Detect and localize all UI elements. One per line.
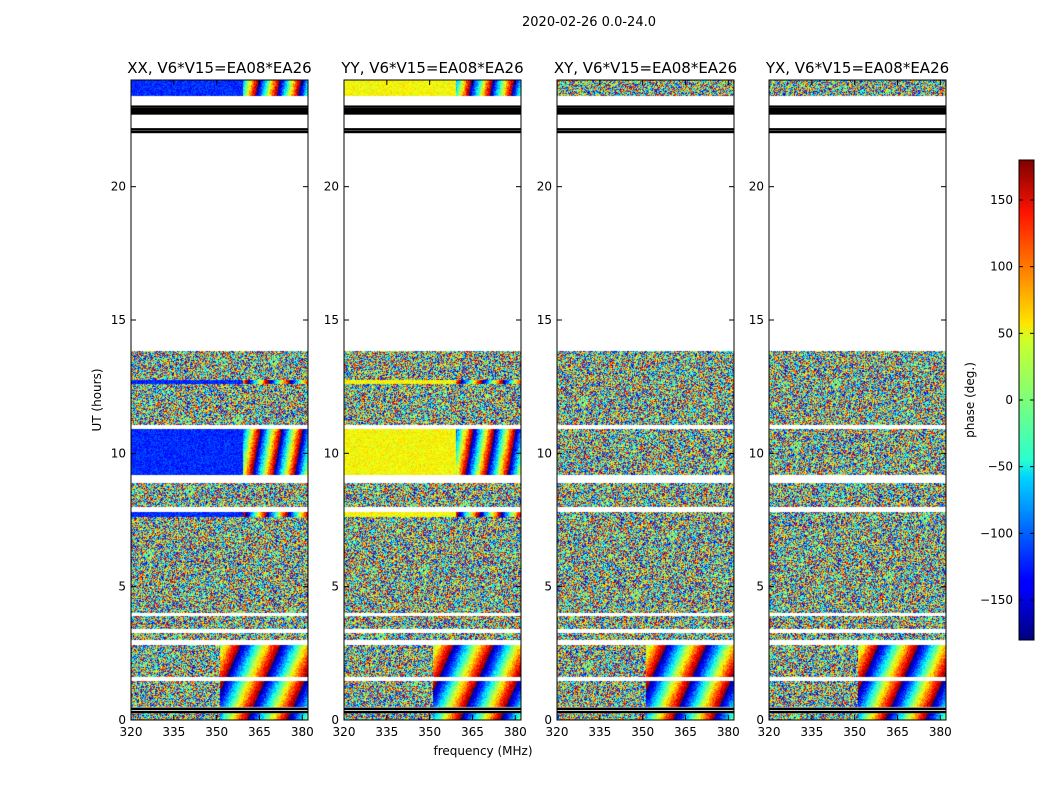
flag-band xyxy=(344,108,521,115)
panel-yy: YY, V6*V15=EA08*EA26 0 5 10 15 20 320 335 350 365… xyxy=(324,59,527,739)
x-tick-label: 320 xyxy=(546,725,569,739)
x-tick-label: 365 xyxy=(674,725,697,739)
y-tick-label: 15 xyxy=(537,313,552,327)
colorbar-label: phase (deg.) xyxy=(963,362,977,438)
x-tick-label: 320 xyxy=(758,725,781,739)
flag-line xyxy=(131,105,308,108)
x-tick-label: 365 xyxy=(248,725,271,739)
x-tick-label: 380 xyxy=(929,725,952,739)
x-tick-label: 335 xyxy=(375,725,398,739)
x-tick-label: 365 xyxy=(886,725,909,739)
x-tick-label: 380 xyxy=(291,725,314,739)
flag-line xyxy=(344,105,521,108)
colorbar-tick-label: 150 xyxy=(990,193,1013,207)
x-tick-label: 335 xyxy=(800,725,823,739)
y-tick-label: 15 xyxy=(324,313,339,327)
y-tick-label: 10 xyxy=(324,446,339,460)
flag-line xyxy=(557,710,734,714)
x-tick-label: 350 xyxy=(631,725,654,739)
x-tick-label: 365 xyxy=(461,725,484,739)
x-tick-label: 380 xyxy=(717,725,740,739)
flag-line xyxy=(344,130,521,134)
y-tick-label: 5 xyxy=(544,580,552,594)
y-tick-label: 20 xyxy=(111,180,126,194)
y-tick-label: 0 xyxy=(118,713,126,727)
panels: XX, V6*V15=EA08*EA26 0 5 10 15 20 320 335 350 365… xyxy=(111,59,952,739)
colorbar-tick-label: −150 xyxy=(980,593,1013,607)
x-tick-label: 350 xyxy=(843,725,866,739)
phase-heatmap-xy xyxy=(557,80,734,720)
flag-band xyxy=(131,108,308,115)
x-tick-label: 320 xyxy=(120,725,143,739)
y-tick-label: 10 xyxy=(537,446,552,460)
colorbar: −150 −100 −50 0 50 100 150 phase (deg.) xyxy=(963,159,1035,641)
y-tick-label: 0 xyxy=(331,713,339,727)
x-tick-label: 380 xyxy=(504,725,527,739)
y-tick-label: 0 xyxy=(756,713,764,727)
colorbar-tick-label: −100 xyxy=(980,526,1013,540)
panel-title: YY, V6*V15=EA08*EA26 xyxy=(340,59,523,77)
y-tick-label: 5 xyxy=(756,580,764,594)
y-tick-label: 20 xyxy=(749,180,764,194)
flag-line xyxy=(131,128,308,131)
y-tick-label: 20 xyxy=(537,180,552,194)
flag-line xyxy=(131,130,308,134)
colorbar-ticks: −150 −100 −50 0 50 100 150 xyxy=(980,193,1034,607)
x-tick-label: 335 xyxy=(162,725,185,739)
colorbar-tick-label: 100 xyxy=(990,260,1013,274)
panel-yx: YX, V6*V15=EA08*EA26 0 5 10 15 20 320 335 350 365… xyxy=(749,59,952,739)
panel-frame xyxy=(343,79,522,721)
flag-line xyxy=(344,128,521,131)
flag-line xyxy=(769,130,946,134)
panel-frame xyxy=(130,79,309,721)
flag-line xyxy=(557,130,734,134)
panel-xy: XY, V6*V15=EA08*EA26 0 5 10 15 20 320 335 350 365… xyxy=(537,59,740,739)
flag-line xyxy=(769,105,946,108)
flag-line xyxy=(557,105,734,108)
panel-title: XY, V6*V15=EA08*EA26 xyxy=(554,59,737,77)
colorbar-tick-label: 50 xyxy=(998,326,1013,340)
y-tick-label: 0 xyxy=(544,713,552,727)
flag-line xyxy=(769,710,946,714)
x-axis-label: frequency (MHz) xyxy=(433,744,532,758)
y-tick-label: 10 xyxy=(111,446,126,460)
y-tick-label: 20 xyxy=(324,180,339,194)
flag-line xyxy=(131,710,308,714)
flag-line xyxy=(557,707,734,710)
x-tick-label: 350 xyxy=(418,725,441,739)
x-tick-label: 335 xyxy=(588,725,611,739)
panel-frame xyxy=(768,79,947,721)
y-tick-label: 5 xyxy=(331,580,339,594)
y-tick-label: 5 xyxy=(118,580,126,594)
phase-heatmap-yy xyxy=(344,80,521,720)
flag-line xyxy=(131,707,308,710)
y-tick-label: 10 xyxy=(749,446,764,460)
x-tick-label: 320 xyxy=(333,725,356,739)
panel-xx: XX, V6*V15=EA08*EA26 0 5 10 15 20 320 335 350 365… xyxy=(111,59,314,739)
flag-line xyxy=(769,128,946,131)
panel-frame xyxy=(556,79,735,721)
panel-title: YX, V6*V15=EA08*EA26 xyxy=(765,59,949,77)
flag-band xyxy=(769,108,946,115)
flag-band xyxy=(557,108,734,115)
flag-line xyxy=(344,710,521,714)
y-tick-label: 15 xyxy=(111,313,126,327)
x-tick-label: 350 xyxy=(205,725,228,739)
y-axis-label: UT (hours) xyxy=(90,368,104,431)
phase-heatmap-xx xyxy=(131,80,308,720)
colorbar-tick-label: −50 xyxy=(988,460,1013,474)
figure-title: 2020-02-26 0.0-24.0 xyxy=(522,15,656,30)
panel-title: XX, V6*V15=EA08*EA26 xyxy=(127,59,311,77)
flag-line xyxy=(769,707,946,710)
colorbar-tick-label: 0 xyxy=(1005,393,1013,407)
flag-line xyxy=(557,128,734,131)
flag-line xyxy=(344,707,521,710)
phase-heatmap-yx xyxy=(769,80,946,720)
y-tick-label: 15 xyxy=(749,313,764,327)
